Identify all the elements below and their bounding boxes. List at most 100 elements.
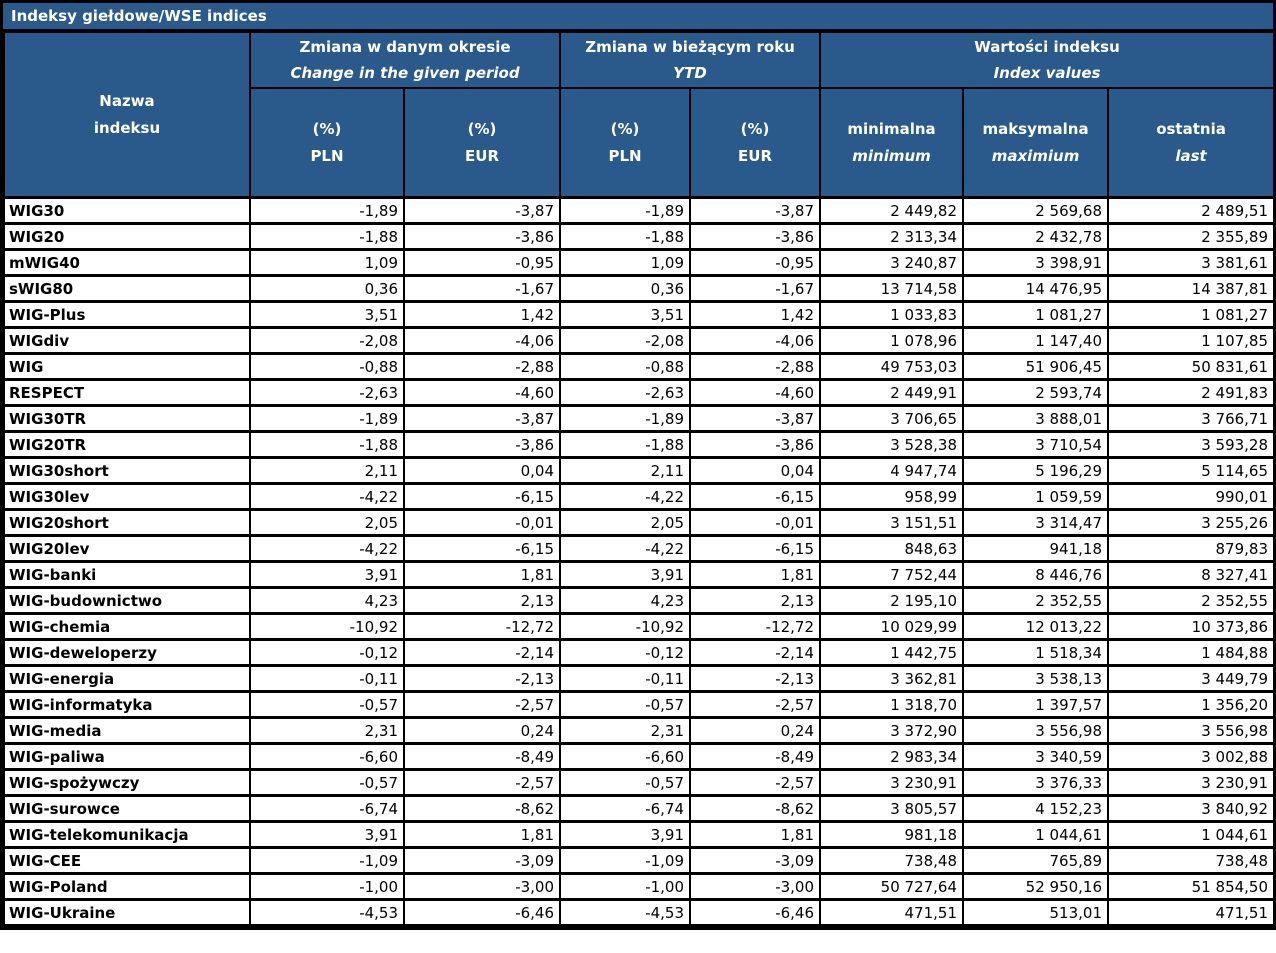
value-cell: -10,92 — [559, 612, 692, 641]
value-cell: 471,51 — [819, 898, 965, 927]
value-cell: -0,01 — [689, 508, 822, 537]
value-cell: 3 593,28 — [1107, 430, 1276, 459]
value-cell: 3 240,87 — [819, 248, 965, 277]
value-cell: 3 528,38 — [819, 430, 965, 459]
value-cell: 1 518,34 — [962, 638, 1110, 667]
value-cell: 1 059,59 — [962, 482, 1110, 511]
table-row: WIG-media 2,31 0,24 2,31 0,24 3 372,90 3 556,9… — [3, 716, 1276, 745]
index-name-cell: WIG-telekomunikacja — [3, 820, 251, 849]
value-cell: 1 107,85 — [1107, 326, 1276, 355]
value-cell: 879,83 — [1107, 534, 1276, 563]
index-name-label-pl-1: Nazwa — [99, 91, 155, 110]
table-row: WIG-budownictwo 4,23 2,13 4,23 2,13 2 195,10 2… — [3, 586, 1276, 615]
value-cell: -2,88 — [689, 352, 822, 381]
value-cell: 3 398,91 — [962, 248, 1110, 277]
index-name-cell: WIG-chemia — [3, 612, 251, 641]
value-cell: -6,15 — [689, 482, 822, 511]
table-row: WIG -0,88 -2,88 -0,88 -2,88 49 753,03 51 906,4… — [3, 352, 1276, 381]
table-row: WIG20short 2,05 -0,01 2,05 -0,01 3 151,51 3 31… — [3, 508, 1276, 537]
value-cell: 2,05 — [249, 508, 405, 537]
index-name-cell: WIG-Ukraine — [3, 898, 251, 927]
value-cell: 1 442,75 — [819, 638, 965, 667]
table-row: WIG30short 2,11 0,04 2,11 0,04 4 947,74 5 196,… — [3, 456, 1276, 485]
group-title-pl: Zmiana w danym okresie — [299, 38, 511, 56]
index-name-cell: WIG20 — [3, 222, 251, 251]
sub-header-line1: (%) — [467, 119, 497, 138]
value-cell: 0,04 — [689, 456, 822, 485]
value-cell: 51 854,50 — [1107, 872, 1276, 901]
group-title-en: YTD — [673, 64, 707, 82]
value-cell: 3,91 — [559, 560, 692, 589]
value-cell: -3,87 — [402, 196, 562, 225]
table-body: WIG30 -1,89 -3,87 -1,89 -3,87 2 449,82 2 569,6… — [3, 196, 1276, 927]
index-name-cell: WIG30lev — [3, 482, 251, 511]
value-cell: 3,91 — [249, 820, 405, 849]
value-cell: 2 593,74 — [962, 378, 1110, 407]
value-cell: 3,51 — [249, 300, 405, 329]
value-cell: -3,09 — [689, 846, 822, 875]
value-cell: -8,49 — [402, 742, 562, 771]
value-cell: 3 840,92 — [1107, 794, 1276, 823]
value-cell: -8,62 — [402, 794, 562, 823]
value-cell: 3,51 — [559, 300, 692, 329]
value-cell: -2,57 — [689, 768, 822, 797]
column-header-minimum: minimalna minimum — [819, 87, 965, 199]
value-cell: 3 888,01 — [962, 404, 1110, 433]
column-header-maximum: maksymalna maximium — [962, 87, 1110, 199]
index-name-cell: WIG20TR — [3, 430, 251, 459]
column-header-period-pct-eur: (%) EUR — [402, 87, 562, 199]
index-name-cell: WIG-energia — [3, 664, 251, 693]
table-row: WIG-banki 3,91 1,81 3,91 1,81 7 752,44 8 446,7… — [3, 560, 1276, 589]
value-cell: -1,88 — [249, 222, 405, 251]
sub-header-line1: (%) — [610, 119, 640, 138]
value-cell: -6,46 — [402, 898, 562, 927]
value-cell: 2 195,10 — [819, 586, 965, 615]
value-cell: -12,72 — [689, 612, 822, 641]
value-cell: 2,31 — [249, 716, 405, 745]
value-cell: 0,24 — [689, 716, 822, 745]
value-cell: 1 078,96 — [819, 326, 965, 355]
value-cell: 4 947,74 — [819, 456, 965, 485]
sub-header-line1: (%) — [740, 119, 770, 138]
value-cell: 2,11 — [249, 456, 405, 485]
value-cell: 513,01 — [962, 898, 1110, 927]
index-name-cell: WIG-Plus — [3, 300, 251, 329]
value-cell: -3,87 — [402, 404, 562, 433]
value-cell: 1 318,70 — [819, 690, 965, 719]
value-cell: 2,13 — [402, 586, 562, 615]
value-cell: -3,87 — [689, 196, 822, 225]
value-cell: 1,81 — [689, 560, 822, 589]
index-name-cell: WIG-Poland — [3, 872, 251, 901]
table-row: sWIG80 0,36 -1,67 0,36 -1,67 13 714,58 14 476,… — [3, 274, 1276, 303]
index-name-cell: WIG-deweloperzy — [3, 638, 251, 667]
group-header-row: Nazwa indeksu Zmiana w danym okresie Cha… — [3, 31, 1276, 199]
value-cell: -6,15 — [402, 534, 562, 563]
index-name-cell: sWIG80 — [3, 274, 251, 303]
value-cell: -1,88 — [559, 222, 692, 251]
value-cell: -0,57 — [559, 690, 692, 719]
value-cell: 3 002,88 — [1107, 742, 1276, 771]
value-cell: 848,63 — [819, 534, 965, 563]
value-cell: -1,00 — [559, 872, 692, 901]
value-cell: 1,42 — [402, 300, 562, 329]
value-cell: -3,86 — [402, 222, 562, 251]
index-name-cell: WIG-spożywczy — [3, 768, 251, 797]
value-cell: 3 766,71 — [1107, 404, 1276, 433]
column-header-ytd-pct-pln: (%) PLN — [559, 87, 692, 199]
table-header: Nazwa indeksu Zmiana w danym okresie Cha… — [3, 31, 1276, 199]
sub-header-line2: PLN — [608, 146, 642, 165]
value-cell: 50 831,61 — [1107, 352, 1276, 381]
value-cell: -8,62 — [689, 794, 822, 823]
value-cell: 4,23 — [249, 586, 405, 615]
value-cell: -12,72 — [402, 612, 562, 641]
value-cell: -0,57 — [249, 690, 405, 719]
value-cell: -3,00 — [689, 872, 822, 901]
table-row: WIG20TR -1,88 -3,86 -1,88 -3,86 3 528,38 3 710… — [3, 430, 1276, 459]
table-row: WIG-telekomunikacja 3,91 1,81 3,91 1,81 981,1… — [3, 820, 1276, 849]
table-row: WIG30 -1,89 -3,87 -1,89 -3,87 2 449,82 2 569,6… — [3, 196, 1276, 225]
index-name-cell: RESPECT — [3, 378, 251, 407]
index-name-cell: WIG-budownictwo — [3, 586, 251, 615]
index-name-cell: WIG-surowce — [3, 794, 251, 823]
value-cell: 3 255,26 — [1107, 508, 1276, 537]
value-cell: 3 805,57 — [819, 794, 965, 823]
